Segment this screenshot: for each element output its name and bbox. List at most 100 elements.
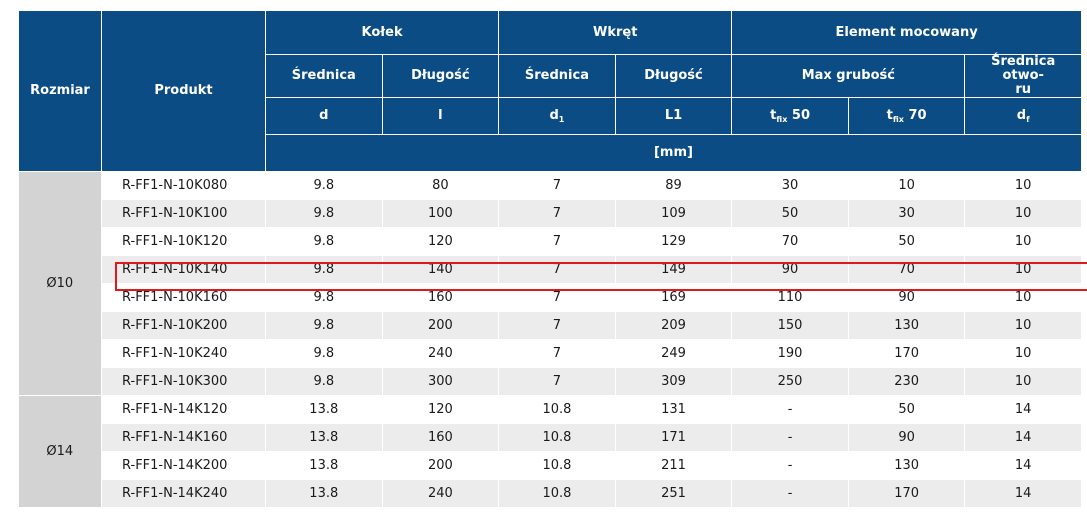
value-cell: 14	[964, 451, 1082, 480]
value-cell: 9.8	[265, 199, 383, 228]
value-cell: 30	[731, 171, 849, 200]
table-row: R-FF1-N-14K200 13.8 200 10.8 211-130 14	[19, 451, 1082, 480]
value-cell: 7	[498, 227, 616, 256]
value-cell: -	[731, 395, 849, 424]
header-srednica-otworu: Średnica otwo-ru	[964, 54, 1082, 98]
value-cell: 240	[382, 479, 500, 508]
symbol-l: l	[381, 97, 500, 135]
product-table-container: Rozmiar Produkt Kołek Wkręt Element moco…	[18, 10, 1087, 508]
value-cell: 7	[498, 199, 616, 228]
value-cell: 10.8	[498, 451, 616, 480]
value-cell: 14	[964, 395, 1082, 424]
value-cell: 70	[848, 255, 966, 284]
value-cell: 80	[382, 171, 500, 200]
product-code-cell: R-FF1-N-14K160	[101, 423, 266, 452]
value-cell: 50	[848, 227, 966, 256]
product-code-cell: R-FF1-N-10K140	[101, 255, 266, 284]
table-row: R-FF1-N-10K160 9.8 160 7 169 110 90 10	[19, 283, 1082, 312]
product-code-cell: R-FF1-N-10K080	[101, 171, 266, 200]
value-cell: 10	[964, 283, 1082, 312]
value-cell: 89	[615, 171, 733, 200]
value-cell: 131	[615, 395, 733, 424]
value-cell: 9.8	[265, 283, 383, 312]
value-cell: 14	[964, 479, 1082, 508]
header-kolek-dlugosc: Długość	[381, 54, 500, 98]
value-cell: 50	[848, 395, 966, 424]
value-cell: 70	[731, 227, 849, 256]
value-cell: 7	[498, 311, 616, 340]
value-cell: 9.8	[265, 339, 383, 368]
value-cell: 211	[615, 451, 733, 480]
value-cell: -	[731, 423, 849, 452]
value-cell: 13.8	[265, 423, 383, 452]
header-kolek-srednica: Średnica	[265, 54, 383, 98]
value-cell: 7	[498, 283, 616, 312]
value-cell: 10	[964, 339, 1082, 368]
value-cell: -	[731, 479, 849, 508]
table-row: R-FF1-N-10K120 9.8 120 7 129 70 50 10	[19, 227, 1082, 256]
product-code-cell: R-FF1-N-14K240	[101, 479, 266, 508]
value-cell: 140	[382, 255, 500, 284]
table-row: R-FF1-N-14K160 13.8 160 10.8 171-90 14	[19, 423, 1082, 452]
product-spec-table: Rozmiar Produkt Kołek Wkręt Element moco…	[18, 10, 1082, 508]
table-body: Ø10 R-FF1-N-10K080 9.8 80 7 89 30 10 10 R-FF1-N-1…	[18, 171, 1082, 508]
value-cell: 251	[615, 479, 733, 508]
value-cell: 10.8	[498, 395, 616, 424]
value-cell: 190	[731, 339, 849, 368]
value-cell: 129	[615, 227, 733, 256]
size-cell: Ø10	[18, 171, 102, 396]
value-cell: 110	[731, 283, 849, 312]
product-code-cell: R-FF1-N-10K200	[101, 311, 266, 340]
value-cell: 10	[848, 171, 966, 200]
value-cell: 149	[615, 255, 733, 284]
value-cell: 9.8	[265, 311, 383, 340]
symbol-d1: d1	[498, 97, 616, 135]
symbol-tfix70: tfix 70	[847, 97, 966, 135]
product-code-cell: R-FF1-N-10K120	[101, 227, 266, 256]
value-cell: 14	[964, 423, 1082, 452]
value-cell: 209	[615, 311, 733, 340]
value-cell: 10	[964, 171, 1082, 200]
table-row: R-FF1-N-10K100 9.8 100 7 109 50 30 10	[19, 199, 1082, 228]
value-cell: 300	[382, 367, 500, 396]
table-row: R-FF1-N-10K200 9.8 200 7 209 150 130 10	[19, 311, 1082, 340]
table-row: R-FF1-N-10K140 9.8 140 7 149 90 70 10	[19, 255, 1082, 284]
value-cell: 7	[498, 367, 616, 396]
header-element-mocowany: Element mocowany	[731, 10, 1082, 55]
table-row: R-FF1-N-14K240 13.8 240 10.8 251-170 14	[19, 479, 1082, 508]
value-cell: 100	[382, 199, 500, 228]
value-cell: 169	[615, 283, 733, 312]
value-cell: 250	[731, 367, 849, 396]
value-cell: 13.8	[265, 395, 383, 424]
table-row: Ø14 R-FF1-N-14K120 13.8 120 10.8 131-50 14	[18, 395, 1082, 508]
value-cell: 10.8	[498, 423, 616, 452]
value-cell: 160	[382, 423, 500, 452]
product-code-cell: R-FF1-N-14K200	[101, 451, 266, 480]
value-cell: 90	[731, 255, 849, 284]
value-cell: 10.8	[498, 479, 616, 508]
value-cell: 7	[498, 171, 616, 200]
product-code-cell: R-FF1-N-10K100	[101, 199, 266, 228]
size-cell: Ø14	[18, 395, 102, 508]
header-produkt: Produkt	[101, 10, 266, 172]
value-cell: 7	[498, 339, 616, 368]
value-cell: 9.8	[265, 227, 383, 256]
symbol-L1: L1	[614, 97, 733, 135]
header-wkret: Wkręt	[498, 10, 733, 55]
value-cell: 50	[731, 199, 849, 228]
value-cell: 120	[382, 395, 500, 424]
value-cell: 90	[848, 283, 966, 312]
value-cell: 150	[731, 311, 849, 340]
value-cell: 9.8	[265, 255, 383, 284]
header-max-grubosc: Max grubość	[731, 54, 966, 98]
value-cell: 230	[848, 367, 966, 396]
table-row: Ø10 R-FF1-N-10K080 9.8 80 7 89 30 10 10	[18, 171, 1082, 396]
value-cell: 10	[964, 367, 1082, 396]
header-wkret-srednica: Średnica	[498, 54, 616, 98]
value-cell: 130	[848, 451, 966, 480]
value-cell: 30	[848, 199, 966, 228]
value-cell: 10	[964, 255, 1082, 284]
table-row: R-FF1-N-10K300 9.8 300 7 309 250 230 10	[19, 367, 1082, 396]
header-kolek: Kołek	[264, 10, 500, 55]
symbol-df: df	[964, 97, 1082, 135]
